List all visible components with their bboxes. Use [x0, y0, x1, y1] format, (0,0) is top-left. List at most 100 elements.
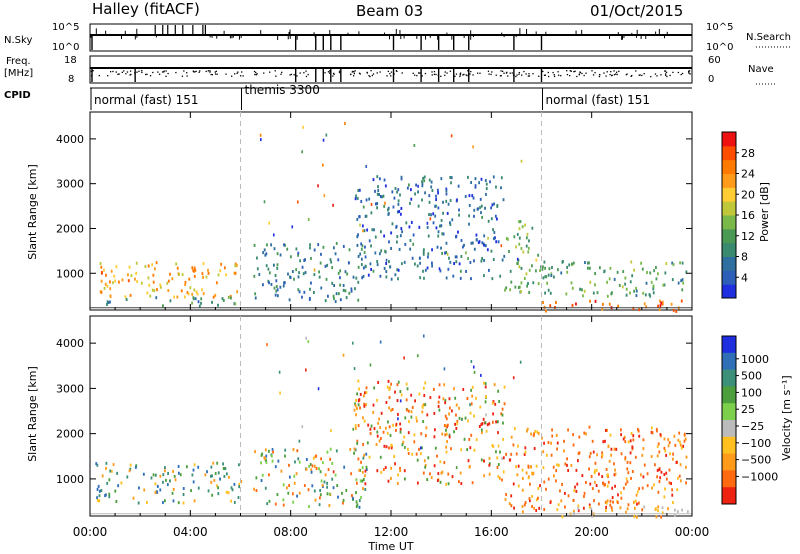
echo-cell [432, 221, 435, 225]
echo-cell [485, 429, 488, 433]
echo-cell [675, 461, 678, 465]
echo-cell [256, 267, 259, 271]
echo-cell [493, 230, 496, 234]
echo-cell [449, 260, 452, 264]
echo-cell [633, 506, 636, 510]
echo-cell [589, 451, 592, 455]
echo-cell [588, 467, 590, 471]
echo-cell [588, 503, 591, 507]
freq-tick-bottom: 8 [68, 74, 74, 85]
echo-cell [329, 447, 332, 451]
echo-cell [370, 211, 373, 215]
echo-cell [152, 273, 155, 277]
echo-cell [265, 264, 268, 268]
echo-cell [596, 291, 599, 295]
colorbar-swatch [722, 420, 736, 438]
echo-cell [409, 247, 412, 251]
echo-cell [365, 403, 367, 407]
echo-cell [115, 499, 118, 503]
echo-cell [516, 232, 519, 236]
echo-cell [605, 509, 607, 513]
echo-cell [677, 281, 680, 285]
echo-cell [506, 237, 509, 241]
echo-cell [258, 272, 261, 276]
echo-cell [539, 484, 541, 488]
echo-cell [292, 448, 295, 452]
echo-cell [521, 488, 524, 492]
echo-cell [413, 440, 416, 444]
nave-dot [665, 71, 668, 73]
echo-cell [408, 225, 411, 229]
echo-cell [672, 501, 674, 505]
echo-cell [457, 184, 460, 188]
echo-cell [449, 175, 452, 179]
echo-cell [449, 222, 452, 226]
nave-dot [515, 75, 517, 78]
echo-cell [518, 285, 521, 289]
echo-cell [565, 292, 568, 296]
echo-cell [484, 382, 487, 386]
colorbar-swatch [722, 487, 736, 505]
echo-cell [600, 455, 603, 459]
nave-dot [214, 71, 216, 73]
echo-cell [601, 475, 604, 479]
echo-cell [374, 202, 377, 206]
nave-dot [553, 75, 556, 78]
nave-dot [507, 75, 509, 77]
echo-cell [192, 269, 195, 273]
echo-cell [263, 456, 266, 460]
echo-cell [445, 192, 448, 196]
echo-cell [559, 489, 561, 493]
echo-cell [501, 457, 503, 461]
echo-cell [335, 241, 338, 245]
echo-cell [576, 459, 579, 463]
echo-cell [191, 301, 193, 305]
nave-dot [98, 74, 100, 77]
colorbar-swatch [722, 256, 736, 271]
beam-title: Beam 03 [356, 2, 423, 20]
echo-cell [525, 236, 528, 240]
echo-cell [359, 392, 362, 396]
echo-cell [393, 455, 396, 459]
echo-cell [210, 465, 213, 469]
echo-cell [445, 450, 448, 454]
echo-cell [598, 266, 601, 270]
echo-cell [686, 510, 689, 514]
echo-cell [397, 380, 400, 384]
echo-cell [444, 414, 447, 418]
nave-dot [511, 72, 513, 74]
echo-cell [499, 274, 502, 278]
echo-cell [584, 481, 587, 485]
nave-dot [256, 73, 258, 75]
echo-cell [276, 266, 279, 270]
echo-cell [454, 396, 457, 400]
echo-cell [360, 496, 362, 500]
echo-cell [399, 234, 402, 238]
echo-cell [520, 290, 522, 294]
nave-dot [225, 73, 227, 75]
echo-cell [353, 451, 355, 455]
echo-cell [570, 281, 573, 285]
echo-cell [434, 204, 437, 208]
echo-cell [470, 433, 473, 437]
echo-cell [685, 481, 687, 485]
echo-cell [370, 424, 373, 428]
echo-cell [620, 491, 622, 495]
colorbar-tick-label: 24 [741, 168, 755, 181]
echo-cell [583, 431, 586, 435]
echo-cell [502, 198, 505, 202]
echo-cell [339, 283, 342, 287]
nave-dot [242, 75, 244, 77]
echo-cell [492, 228, 494, 232]
echo-cell [182, 501, 185, 505]
echo-cell [488, 463, 491, 467]
echo-cell [362, 416, 364, 420]
echo-cell [475, 396, 477, 400]
echo-cell [319, 261, 322, 265]
echo-cell [268, 271, 271, 275]
echo-cell [450, 134, 453, 138]
echo-cell [475, 438, 478, 442]
echo-cell [473, 370, 476, 374]
echo-cell [532, 471, 535, 475]
echo-cell [493, 383, 496, 387]
